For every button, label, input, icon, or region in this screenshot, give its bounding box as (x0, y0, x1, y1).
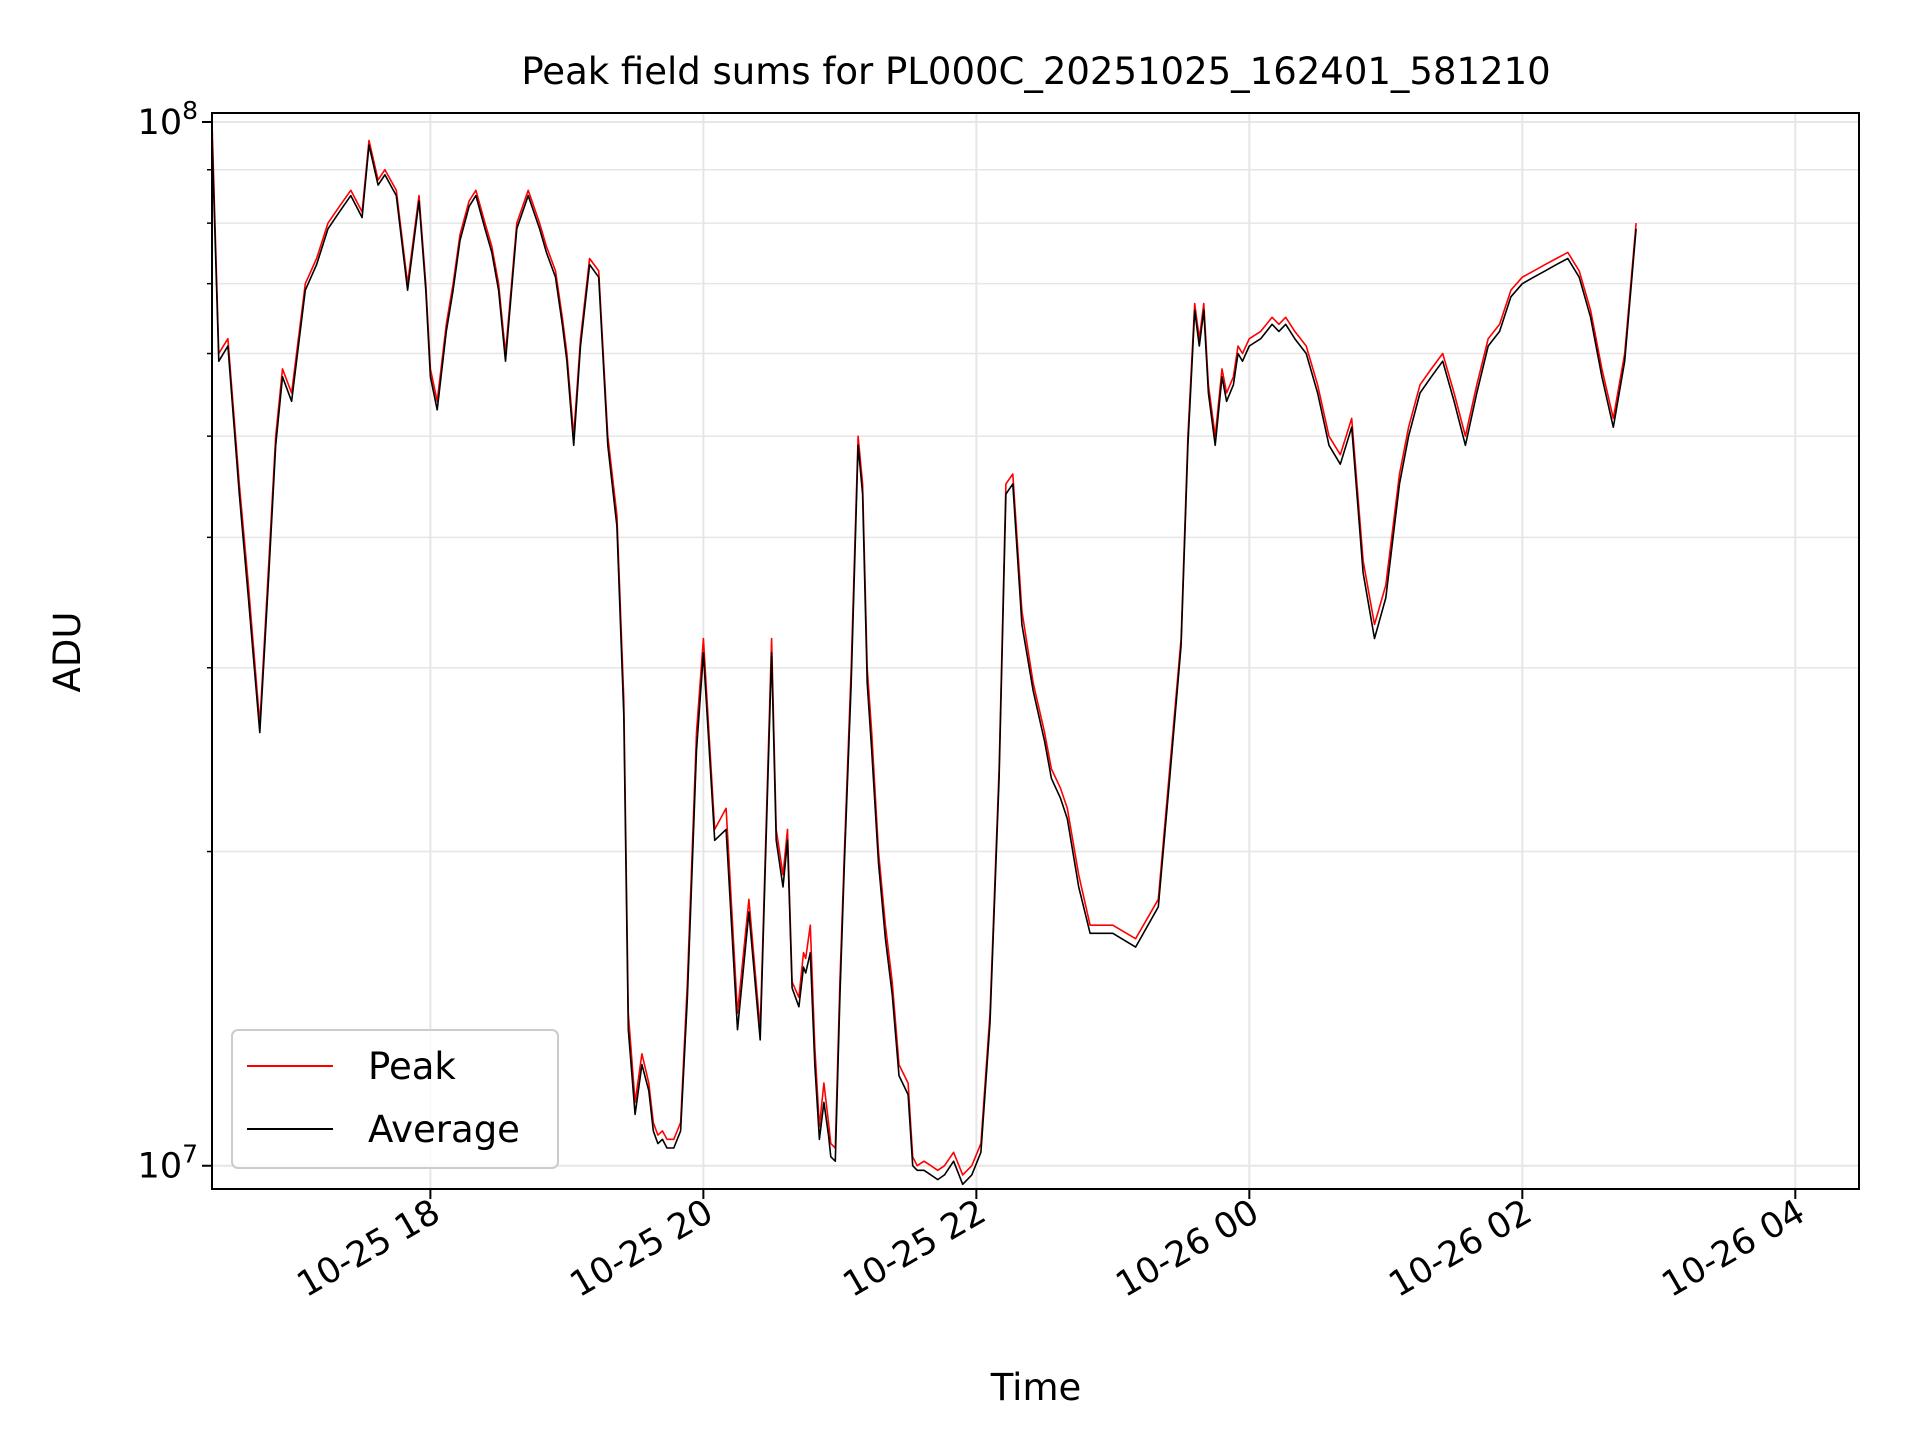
plot-frame (211, 112, 1860, 1190)
legend-peak-label: Peak (368, 1045, 456, 1088)
chart-title: Peak field sums for PL000C_20251025_1624… (521, 50, 1550, 93)
legend-average-label: Average (368, 1108, 520, 1151)
series-line-average (212, 135, 1637, 1186)
x-axis-label: Time (990, 1366, 1082, 1409)
y-axis-label: ADU (46, 612, 89, 693)
legend-box (231, 1029, 559, 1169)
series-layer (212, 121, 1637, 1186)
y-axis: 107 108 (138, 96, 212, 1187)
grid (212, 113, 1859, 1189)
y-tick-label: 108 (138, 96, 198, 143)
y-tick-label: 107 (138, 1140, 198, 1187)
legend: Peak Average (231, 1029, 559, 1169)
